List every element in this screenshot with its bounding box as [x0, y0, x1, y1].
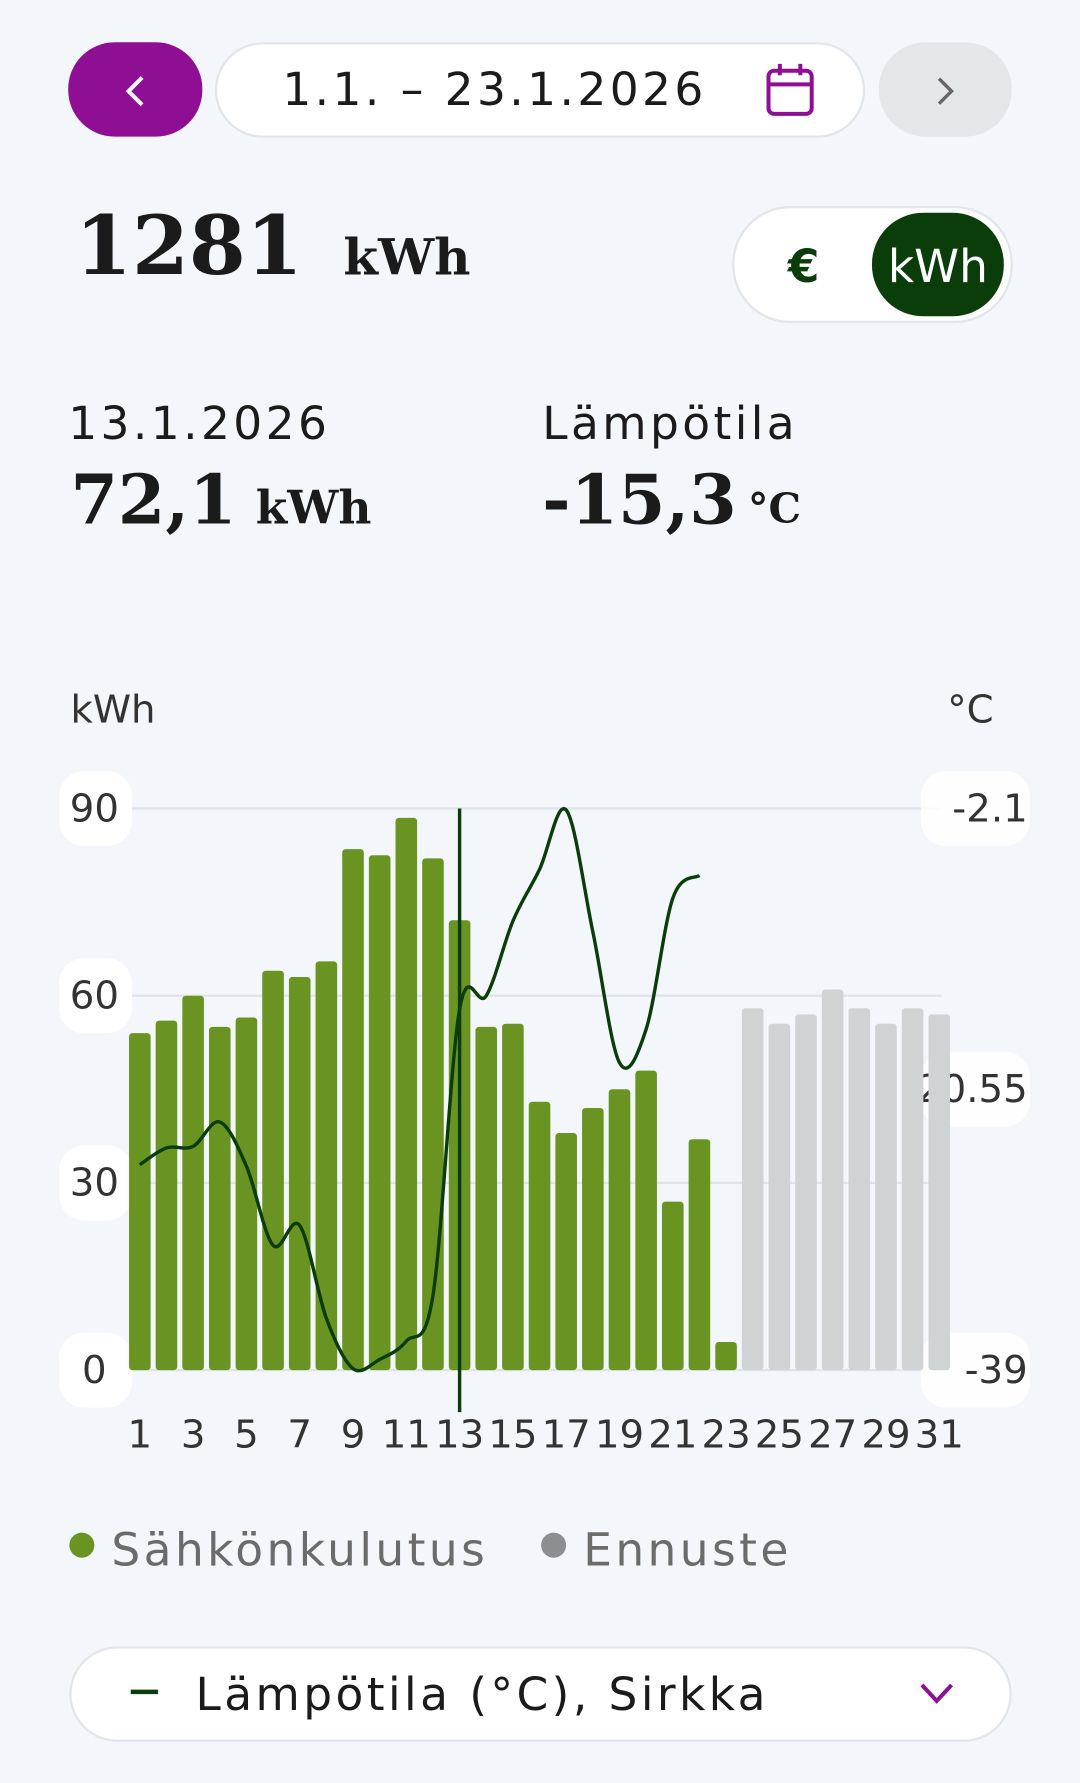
- toggle-kwh[interactable]: kWh: [888, 240, 988, 293]
- bar: [368, 855, 391, 1371]
- legend-dot: [541, 1532, 567, 1558]
- bar: [182, 995, 204, 1371]
- date-range: 1.1. – 23.1.2026: [282, 63, 706, 116]
- toggle-euro[interactable]: €: [787, 240, 820, 293]
- back-button-bg[interactable]: [68, 42, 203, 137]
- series-dropdown[interactable]: [69, 1646, 1012, 1742]
- bar: [528, 1101, 551, 1371]
- x-tick-label: 13: [435, 1413, 484, 1458]
- bar: [928, 1014, 951, 1371]
- bar: [129, 1033, 151, 1371]
- x-tick-label: 29: [861, 1413, 910, 1458]
- y2-axis-label: °C: [947, 687, 993, 732]
- calendar-icon[interactable]: [766, 63, 814, 116]
- temp-value: -15,3: [542, 461, 736, 541]
- temp-label: Lämpötila: [542, 397, 798, 450]
- total-unit: kWh: [343, 228, 470, 287]
- bar: [208, 1026, 231, 1371]
- bar: [875, 1023, 897, 1371]
- y2-tick-label: -39: [965, 1348, 1028, 1393]
- bar: [661, 1201, 684, 1371]
- x-tick-label: 5: [234, 1413, 259, 1458]
- y2-tick-label: -2.1: [952, 786, 1027, 831]
- next-button[interactable]: [878, 42, 1012, 137]
- bar: [262, 970, 284, 1371]
- x-tick-label: 7: [287, 1413, 312, 1458]
- bar: [288, 976, 311, 1371]
- x-tick-label: 1: [128, 1413, 153, 1458]
- bar: [715, 1342, 737, 1371]
- y-tick-label: 0: [82, 1348, 107, 1393]
- selected-value: 72,1: [70, 461, 236, 541]
- x-tick-label: 27: [808, 1413, 857, 1458]
- tick-label-bg: [59, 958, 132, 1034]
- calendar-body: [766, 68, 814, 116]
- legend: Sähkönkulutus Ennuste: [69, 1524, 792, 1577]
- selected-unit: kWh: [256, 480, 372, 534]
- y-axis-label: kWh: [70, 687, 155, 732]
- x-tick-label: 11: [382, 1413, 431, 1458]
- x-tick-label: 19: [595, 1413, 644, 1458]
- bar: [688, 1139, 711, 1371]
- selected-date: 13.1.2026: [68, 397, 330, 450]
- dropdown-label: Lämpötila (°C), Sirkka: [196, 1668, 769, 1721]
- tick-label-bg: [59, 1145, 132, 1221]
- x-tick-label: 21: [648, 1413, 697, 1458]
- bar: [555, 1132, 577, 1371]
- bar: [901, 1008, 924, 1371]
- temp-unit: °C: [748, 484, 801, 532]
- y-tick-label: 30: [70, 1161, 119, 1206]
- bar: [155, 1020, 178, 1371]
- bar: [768, 1023, 791, 1371]
- toggle-selected: [871, 212, 1004, 317]
- x-tick-label: 31: [915, 1413, 964, 1458]
- y2-tick-label: -20.55: [903, 1067, 1028, 1112]
- bar: [342, 849, 364, 1371]
- bar: [848, 1008, 871, 1371]
- bar: [502, 1023, 524, 1371]
- bar: [582, 1108, 604, 1371]
- bar: [821, 989, 844, 1371]
- bar: [235, 1017, 258, 1371]
- y-tick-label: 90: [70, 786, 119, 831]
- next-icon: [937, 77, 954, 105]
- bar: [395, 817, 418, 1371]
- temperature-line: [138, 806, 701, 1373]
- tick-label-bg: [59, 1332, 132, 1408]
- x-tick-label: 9: [341, 1413, 366, 1458]
- legend-label: Ennuste: [583, 1524, 792, 1577]
- x-tick-label: 17: [542, 1413, 591, 1458]
- back-icon: [125, 76, 144, 107]
- bar: [635, 1070, 657, 1371]
- tick-label-bg: [59, 770, 132, 847]
- bar: [795, 1014, 817, 1371]
- tick-label-bg: [920, 770, 1030, 847]
- total-value: 1281: [75, 198, 303, 294]
- y-tick-label: 60: [70, 973, 119, 1018]
- bar: [741, 1008, 764, 1371]
- bar: [608, 1089, 631, 1371]
- x-tick-label: 25: [755, 1413, 804, 1458]
- x-tick-label: 3: [181, 1413, 206, 1458]
- dropdown-chevron: [920, 1683, 953, 1704]
- date-pill[interactable]: [214, 42, 866, 138]
- bar: [315, 961, 338, 1371]
- bar: [475, 1026, 498, 1371]
- legend-label: Sähkönkulutus: [111, 1524, 488, 1577]
- legend-dot: [69, 1532, 95, 1558]
- x-tick-label: 23: [701, 1413, 750, 1458]
- x-tick-label: 15: [488, 1413, 537, 1458]
- back-button[interactable]: [68, 42, 203, 137]
